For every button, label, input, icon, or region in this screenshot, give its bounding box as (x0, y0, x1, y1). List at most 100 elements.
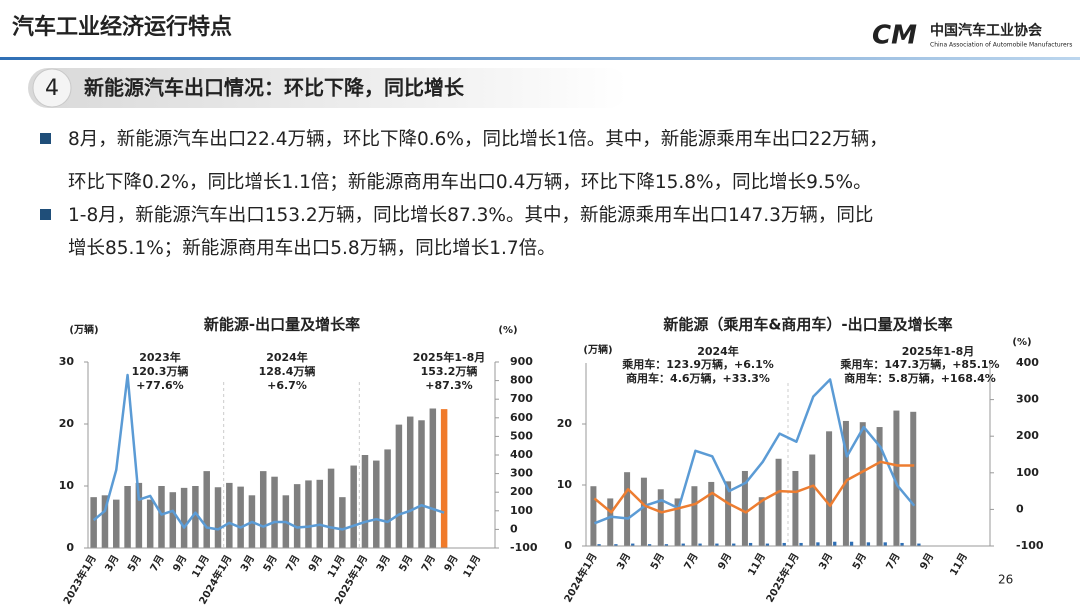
annotation: 2025年1-8月 (413, 350, 486, 364)
y2-tick-label: 100 (1016, 466, 1039, 479)
annotation: +6.7% (267, 379, 307, 392)
annotation: 153.2万辆 (421, 364, 478, 378)
bar (146, 499, 154, 548)
bar (741, 470, 748, 546)
bar (237, 486, 244, 548)
y2-tick-label: 600 (510, 411, 533, 424)
bar (664, 544, 669, 546)
bar (917, 543, 921, 546)
bar (782, 542, 786, 546)
bar (826, 431, 833, 546)
bar (698, 543, 702, 546)
bar (590, 486, 597, 546)
bar (101, 495, 109, 548)
bullet-text: 8月，新能源汽车出口22.4万辆，环比下降0.6%，同比增长1倍。其中，新能源乘… (68, 129, 888, 150)
y2-tick-label: 100 (510, 504, 533, 517)
bar (293, 484, 301, 548)
y2-tick-label: -100 (510, 541, 538, 554)
bar (305, 480, 312, 548)
bar (429, 408, 437, 548)
y2-tick-label: -100 (1016, 539, 1044, 552)
annotation: 商用车：5.8万辆，+168.4% (844, 371, 996, 385)
bar (90, 497, 97, 548)
y-tick-label: 0 (66, 541, 74, 554)
logo-subtitle: China Association of Automobile Manufact… (930, 42, 1072, 49)
bar (327, 468, 335, 548)
annotation: 乘用车：123.9万辆，+6.1% (621, 357, 774, 371)
bar (597, 544, 601, 546)
bar (691, 486, 698, 546)
bar (192, 486, 199, 548)
bar (624, 472, 631, 546)
annotation: +77.6% (136, 379, 183, 392)
section-number: 4 (45, 76, 59, 101)
y-tick-label: 10 (557, 478, 573, 491)
bar (876, 427, 883, 546)
y-axis-label: (万辆) (69, 323, 98, 336)
annotation: 2024年 (266, 350, 308, 364)
annotation: 2025年1-8月 (902, 344, 975, 358)
y2-tick-label: 800 (510, 374, 533, 387)
annotation: 120.3万辆 (132, 364, 189, 378)
chart-title: 新能源-出口量及增长率 (204, 316, 360, 334)
y2-tick-label: 0 (1016, 502, 1024, 515)
bar (271, 476, 278, 548)
annotation: 商用车：4.6万辆，+33.3% (626, 371, 770, 385)
bar (395, 424, 403, 548)
bar (849, 541, 854, 546)
section-banner (28, 68, 628, 108)
bar (799, 542, 803, 546)
bar (180, 487, 188, 548)
bar (203, 471, 210, 548)
bullet-text: 1-8月，新能源汽车出口153.2万辆，同比增长87.3%。其中，新能源乘用车出… (68, 205, 873, 226)
slide-title: 汽车工业经济运行特点 (12, 14, 232, 40)
bar (748, 542, 753, 546)
y2-tick-label: 900 (510, 355, 533, 368)
y2-tick-label: 0 (510, 522, 518, 535)
bar (647, 544, 652, 546)
y2-tick-label: 400 (1016, 356, 1039, 369)
bar (657, 489, 664, 546)
annotation: 2024年 (697, 344, 739, 358)
bullet-marker (40, 209, 51, 220)
y-axis-label: (万辆) (583, 343, 612, 356)
y-tick-label: 10 (59, 479, 75, 492)
bar (725, 481, 732, 546)
annotation: 2023年 (139, 350, 181, 364)
section-badge (32, 68, 72, 108)
bar (214, 487, 222, 548)
bar (775, 458, 782, 546)
bar (418, 420, 425, 548)
bar (373, 460, 380, 548)
bar (607, 498, 614, 546)
logo-mark: CM (872, 21, 917, 51)
y2-axis-label: (%) (1012, 337, 1031, 348)
bar (758, 497, 765, 546)
bar (406, 416, 414, 548)
bar (259, 471, 267, 548)
y2-tick-label: 400 (510, 448, 533, 461)
y2-tick-label: 200 (1016, 429, 1039, 442)
bar (816, 542, 820, 546)
bar (316, 479, 324, 548)
bar (833, 541, 837, 546)
y2-tick-label: 200 (510, 485, 533, 498)
bar (169, 492, 177, 548)
section-title: 新能源汽车出口情况：环比下降，同比增长 (84, 76, 465, 100)
bar (124, 486, 131, 548)
bar (715, 543, 719, 546)
bar (792, 470, 799, 546)
y2-axis-label: (%) (498, 325, 517, 336)
bar (350, 465, 357, 548)
bar (158, 486, 165, 548)
y2-tick-label: 700 (510, 392, 533, 405)
bar (708, 481, 715, 546)
bar (900, 542, 904, 546)
y2-tick-label: 500 (510, 429, 533, 442)
y2-tick-label: 300 (1016, 393, 1039, 406)
annotation: 乘用车：147.3万辆，+85.1% (839, 357, 999, 371)
bar (809, 454, 816, 546)
bar (866, 542, 871, 546)
bar (893, 410, 900, 546)
